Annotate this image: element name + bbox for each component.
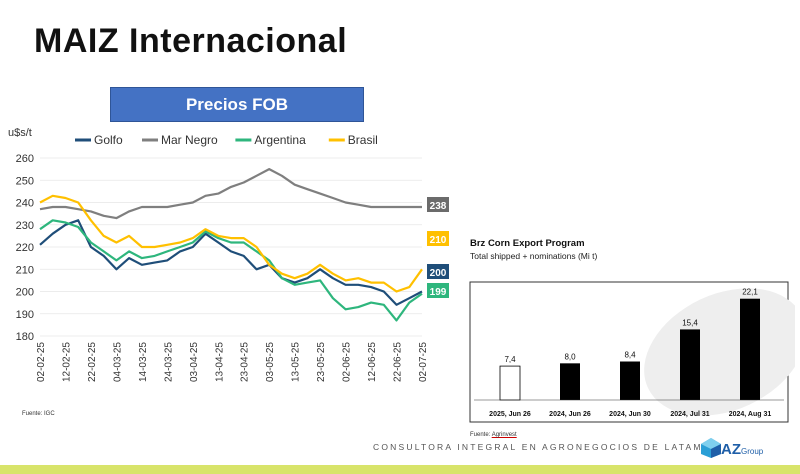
bottom-accent-bar [0, 465, 800, 474]
x-tick-label: 13-04-25 [214, 342, 225, 382]
x-axis: 02-02-25 12-02-25 22-02-25 04-03-25 14-03-25… [36, 342, 429, 382]
bars: 7,4 2025, Jun 26 8,0 2024, Jun 26 8,4 2024, J… [474, 288, 784, 418]
y-axis-label: u$s/t [8, 127, 32, 139]
y-tick-label: 210 [16, 264, 34, 276]
series-line-argentina [39, 219, 423, 322]
bar-category-label: 2024, Jun 26 [549, 411, 591, 418]
x-tick-label: 14-03-25 [138, 342, 149, 382]
y-tick-label: 230 [16, 220, 34, 232]
y-tick-label: 260 [16, 153, 34, 165]
source-right-name: Agrinvest [491, 432, 517, 438]
bar-value-label: 8,0 [564, 352, 576, 361]
source-right: Fuente: Agrinvest [470, 432, 517, 438]
bar-category-label: 2025, Jun 26 [489, 411, 531, 418]
legend: Golfo Mar Negro Argentina Brasil [75, 133, 378, 147]
y-axis: 180 190 200 210 220 230 240 250 260 [16, 153, 422, 343]
legend-label: Golfo [94, 133, 123, 147]
x-tick-label: 02-07-25 [418, 342, 429, 382]
bar-chart-title: Brz Corn Export Program [470, 238, 585, 249]
chart-banner: Precios FOB [110, 87, 364, 122]
x-tick-label: 02-06-25 [342, 342, 353, 382]
end-label-value: 199 [430, 287, 447, 298]
bar-category-label: 2024, Jul 31 [670, 411, 709, 418]
x-tick-label: 13-05-25 [291, 342, 302, 382]
source-right-prefix: Fuente: [470, 432, 492, 438]
bar-value-label: 15,4 [682, 318, 698, 327]
end-label-value: 200 [430, 268, 447, 279]
bar [740, 298, 760, 400]
series-line-mar-negro [39, 167, 422, 220]
end-labels: 200 238 199 210 [427, 197, 449, 298]
end-label-value: 238 [430, 201, 447, 212]
y-tick-label: 190 [16, 309, 34, 321]
x-tick-label: 02-02-25 [36, 342, 47, 382]
y-tick-label: 200 [16, 287, 34, 299]
x-tick-label: 23-05-25 [316, 342, 327, 382]
x-tick-label: 12-06-25 [367, 342, 378, 382]
end-label-value: 210 [430, 235, 447, 246]
bar-category-label: 2024, Aug 31 [729, 411, 772, 418]
x-tick-label: 23-04-25 [240, 342, 251, 382]
end-label-box [427, 197, 449, 212]
end-label-box [427, 264, 449, 279]
x-tick-label: 04-03-25 [112, 342, 123, 382]
logo-main: AZ [721, 441, 741, 458]
fob-price-chart: u$s/t Golfo Mar Negro Argentina Brasil 1801… [8, 127, 449, 382]
y-tick-label: 250 [16, 175, 34, 187]
x-tick-label: 03-04-25 [189, 342, 200, 382]
x-tick-label: 22-06-25 [393, 342, 404, 382]
end-label-box [427, 283, 449, 298]
series-lines [39, 167, 423, 322]
bar [680, 329, 700, 400]
y-tick-label: 240 [16, 198, 34, 210]
page-title: MAIZ Internacional [34, 22, 348, 60]
legend-label: Argentina [254, 133, 306, 147]
bar-category-label: 2024, Jun 30 [609, 411, 651, 418]
az-logo-icon [701, 438, 721, 458]
footer-tagline: CONSULTORA INTEGRAL EN AGRONEGOCIOS DE L… [373, 442, 703, 452]
series-line-brasil [39, 194, 423, 293]
bar [499, 365, 521, 401]
legend-label: Mar Negro [161, 133, 218, 147]
x-tick-label: 22-02-25 [87, 342, 98, 382]
y-tick-label: 180 [16, 331, 34, 343]
series-line-golfo [39, 219, 423, 306]
x-tick-label: 03-05-25 [265, 342, 276, 382]
end-label-box [427, 231, 449, 246]
az-logo-text: AZGroup [721, 441, 763, 458]
source-left: Fuente: IGC [22, 411, 55, 417]
bar-chart-subtitle: Total shipped + nominations (Mi t) [470, 251, 597, 261]
y-tick-label: 220 [16, 242, 34, 254]
legend-label: Brasil [348, 133, 378, 147]
bar [560, 363, 580, 400]
logo-sub: Group [741, 447, 764, 456]
x-tick-label: 24-03-25 [163, 342, 174, 382]
bar-value-label: 7,4 [504, 355, 516, 364]
export-program-chart: Brz Corn Export Program Total shipped + … [469, 238, 795, 423]
bar-value-label: 22,1 [742, 288, 758, 297]
bar-value-label: 8,4 [624, 351, 636, 360]
x-tick-label: 12-02-25 [61, 342, 72, 382]
bar [620, 361, 640, 400]
